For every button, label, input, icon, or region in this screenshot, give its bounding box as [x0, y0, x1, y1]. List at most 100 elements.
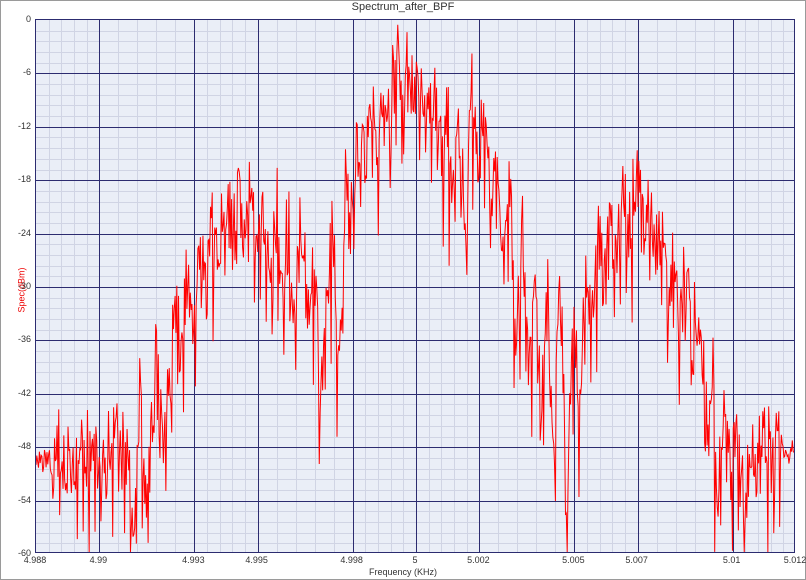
minor-gridline-h [36, 159, 794, 160]
major-gridline-v [258, 20, 259, 552]
x-tick-label: 5.007 [625, 555, 648, 565]
minor-gridline-h [36, 330, 794, 331]
chart-title: Spectrum_after_BPF [1, 1, 805, 19]
major-gridline-h [36, 394, 794, 395]
minor-gridline-h [36, 479, 794, 480]
y-tick-label: -48 [13, 441, 31, 451]
minor-gridline-v [87, 20, 88, 552]
x-tick-label: 4.993 [182, 555, 205, 565]
major-gridline-v [416, 20, 417, 552]
major-gridline-h [36, 501, 794, 502]
major-gridline-v [638, 20, 639, 552]
minor-gridline-v [296, 20, 297, 552]
major-gridline-v [733, 20, 734, 552]
minor-gridline-v [74, 20, 75, 552]
minor-gridline-h [36, 276, 794, 277]
minor-gridline-h [36, 372, 794, 373]
minor-gridline-v [657, 20, 658, 552]
minor-gridline-v [61, 20, 62, 552]
minor-gridline-h [36, 41, 794, 42]
minor-gridline-v [625, 20, 626, 552]
minor-gridline-v [245, 20, 246, 552]
x-tick-label: 5.002 [467, 555, 490, 565]
minor-gridline-h [36, 383, 794, 384]
x-axis-label: Frequency (KHz) [1, 567, 805, 577]
minor-gridline-h [36, 266, 794, 267]
minor-gridline-h [36, 148, 794, 149]
major-gridline-h [36, 127, 794, 128]
minor-gridline-v [156, 20, 157, 552]
minor-gridline-v [695, 20, 696, 552]
x-tick-label: 5 [412, 555, 417, 565]
major-gridline-v [479, 20, 480, 552]
chart-container: Spectrum_after_BPF Spec(dBm) Frequency (… [0, 0, 806, 580]
minor-gridline-v [391, 20, 392, 552]
minor-gridline-v [600, 20, 601, 552]
minor-gridline-v [454, 20, 455, 552]
x-tick-label: 4.99 [90, 555, 108, 565]
minor-gridline-h [36, 212, 794, 213]
minor-gridline-v [536, 20, 537, 552]
minor-gridline-h [36, 437, 794, 438]
minor-gridline-h [36, 52, 794, 53]
minor-gridline-h [36, 170, 794, 171]
minor-gridline-h [36, 469, 794, 470]
spectrum-trace [36, 20, 794, 552]
minor-gridline-v [232, 20, 233, 552]
minor-gridline-h [36, 362, 794, 363]
minor-gridline-h [36, 137, 794, 138]
y-tick-label: -24 [13, 228, 31, 238]
minor-gridline-h [36, 191, 794, 192]
minor-gridline-h [36, 415, 794, 416]
minor-gridline-v [378, 20, 379, 552]
major-gridline-h [36, 180, 794, 181]
major-gridline-v [574, 20, 575, 552]
minor-gridline-v [783, 20, 784, 552]
x-tick-label: 4.998 [340, 555, 363, 565]
minor-gridline-v [334, 20, 335, 552]
minor-gridline-v [758, 20, 759, 552]
minor-gridline-v [467, 20, 468, 552]
minor-gridline-v [365, 20, 366, 552]
minor-gridline-h [36, 522, 794, 523]
minor-gridline-v [771, 20, 772, 552]
minor-gridline-v [745, 20, 746, 552]
minor-gridline-h [36, 298, 794, 299]
minor-gridline-v [612, 20, 613, 552]
major-gridline-h [36, 447, 794, 448]
minor-gridline-h [36, 223, 794, 224]
minor-gridline-v [137, 20, 138, 552]
minor-gridline-h [36, 116, 794, 117]
y-tick-label: -36 [13, 334, 31, 344]
minor-gridline-h [36, 511, 794, 512]
major-gridline-h [36, 73, 794, 74]
major-gridline-h [36, 234, 794, 235]
minor-gridline-h [36, 404, 794, 405]
minor-gridline-v [429, 20, 430, 552]
minor-gridline-v [714, 20, 715, 552]
minor-gridline-h [36, 533, 794, 534]
minor-gridline-v [277, 20, 278, 552]
major-gridline-v [194, 20, 195, 552]
major-gridline-h [36, 287, 794, 288]
minor-gridline-v [403, 20, 404, 552]
minor-gridline-v [498, 20, 499, 552]
x-tick-label: 5.01 [723, 555, 741, 565]
minor-gridline-h [36, 95, 794, 96]
y-tick-label: -60 [13, 548, 31, 558]
x-tick-label: 5.012 [784, 555, 806, 565]
minor-gridline-h [36, 244, 794, 245]
minor-gridline-v [587, 20, 588, 552]
y-tick-label: -54 [13, 495, 31, 505]
y-tick-label: 0 [13, 14, 31, 24]
minor-gridline-h [36, 31, 794, 32]
minor-gridline-v [517, 20, 518, 552]
x-tick-label: 5.005 [562, 555, 585, 565]
minor-gridline-v [220, 20, 221, 552]
y-tick-label: -6 [13, 67, 31, 77]
minor-gridline-h [36, 105, 794, 106]
minor-gridline-h [36, 426, 794, 427]
y-tick-label: -30 [13, 281, 31, 291]
plot-area [35, 19, 795, 553]
y-tick-label: -18 [13, 174, 31, 184]
